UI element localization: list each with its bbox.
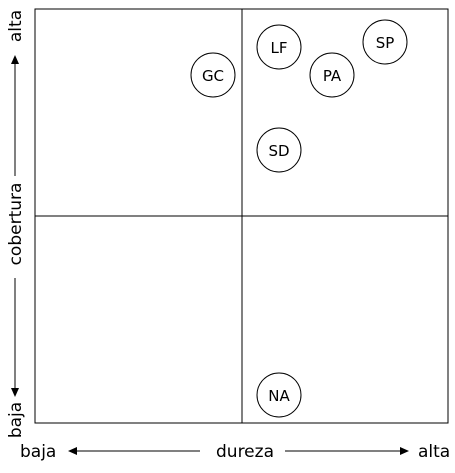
node-circle: [256, 24, 302, 70]
node-sp: SP: [362, 19, 408, 65]
node-na: NA: [256, 372, 302, 418]
node-circle: [190, 52, 236, 98]
node-label-na: NA: [268, 387, 290, 405]
node-circle: [309, 52, 355, 98]
node-label-lf: LF: [271, 39, 288, 57]
x-axis-right-arrowhead-icon: [400, 447, 409, 455]
x-axis-high-label: alta: [418, 442, 450, 462]
x-axis-title: dureza: [216, 442, 274, 462]
node-circle: [256, 127, 302, 173]
y-axis-up-arrowhead-icon: [11, 55, 19, 64]
node-lf: LF: [256, 24, 302, 70]
x-axis-low-label: baja: [20, 442, 56, 462]
node-label-gc: GC: [202, 67, 224, 85]
y-axis-high-label: alta: [6, 10, 26, 42]
node-label-sp: SP: [376, 34, 395, 52]
node-pa: PA: [309, 52, 355, 98]
x-axis-left-arrowhead-icon: [68, 447, 77, 455]
node-sd: SD: [256, 127, 302, 173]
node-gc: GC: [190, 52, 236, 98]
node-label-pa: PA: [323, 67, 342, 85]
node-circle: [256, 372, 302, 418]
y-axis-title: cobertura: [6, 183, 26, 266]
y-axis-down-arrowhead-icon: [11, 388, 19, 397]
node-label-sd: SD: [268, 142, 289, 160]
node-circle: [362, 19, 408, 65]
y-axis-low-label: baja: [6, 402, 26, 438]
